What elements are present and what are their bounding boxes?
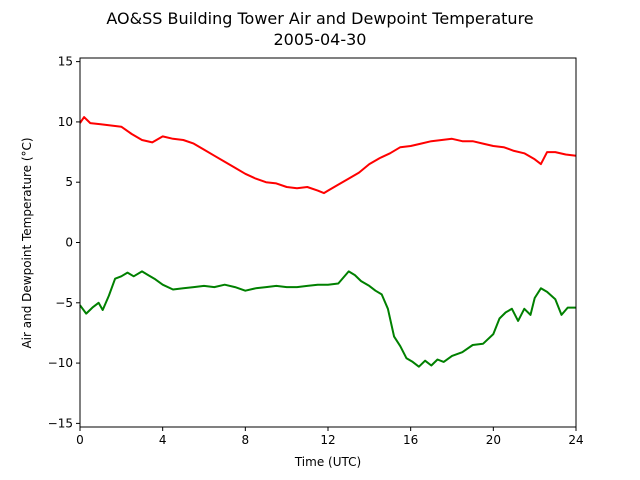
series-line-1	[79, 270, 576, 368]
plot-area: 0 4 8 12 16 20 24 −15 −10 −5 0 5 10 15	[48, 55, 584, 447]
y-tick-label-5: 5	[65, 175, 73, 189]
chart-title: AO&SS Building Tower Air and Dewpoint Te…	[106, 9, 533, 28]
x-tick-label-12: 12	[320, 433, 335, 447]
x-tick-label-0: 0	[76, 433, 84, 447]
y-tick-label--5: −5	[55, 296, 73, 310]
x-tick-label-16: 16	[403, 433, 418, 447]
x-tick-label-20: 20	[486, 433, 501, 447]
x-tick-label-4: 4	[159, 433, 167, 447]
series-line-0	[79, 116, 577, 195]
y-tick-label-0: 0	[65, 236, 73, 250]
y-tick-label-15: 15	[58, 55, 73, 69]
y-tick-label--15: −15	[48, 416, 73, 430]
y-axis-label: Air and Dewpoint Temperature (°C)	[20, 137, 34, 348]
y-tick-label-10: 10	[58, 115, 73, 129]
chart-subtitle: 2005-04-30	[274, 30, 367, 49]
x-tick-label-24: 24	[568, 433, 583, 447]
axes-frame	[79, 57, 577, 428]
x-tick-label-8: 8	[242, 433, 250, 447]
x-axis-label: Time (UTC)	[294, 455, 361, 469]
y-tick-label--10: −10	[48, 356, 73, 370]
